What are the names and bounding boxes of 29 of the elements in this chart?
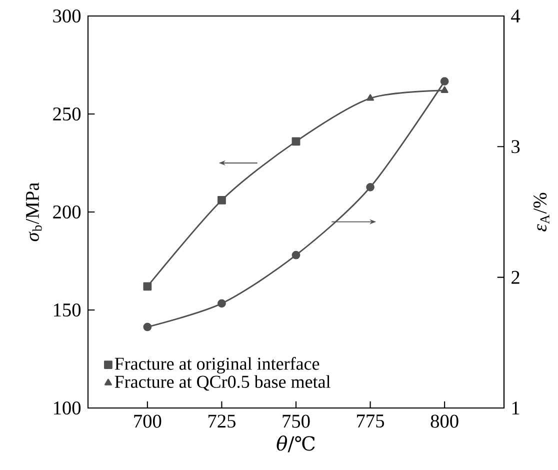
legend-label: Fracture at QCr0.5 base metal	[114, 375, 330, 391]
point	[143, 282, 152, 291]
point	[440, 86, 448, 93]
point	[366, 182, 374, 192]
y2-tick-label: 1	[512, 402, 520, 414]
point	[292, 137, 300, 146]
y-tick-label: 300	[53, 9, 81, 23]
y2-tick-label: 4	[511, 10, 520, 22]
x-axis-title: θ/℃	[276, 436, 315, 452]
y2-tick-label: 2	[512, 270, 520, 284]
x-tick-label: 700	[134, 414, 162, 428]
point	[292, 250, 300, 260]
point	[218, 299, 226, 308]
x-tick-label: 800	[430, 414, 458, 428]
x-tick-label: 750	[282, 414, 310, 428]
y-tick-label: 200	[53, 205, 81, 219]
point	[440, 77, 449, 86]
y-tick-label: 100	[54, 401, 81, 415]
point	[218, 196, 226, 204]
y-tick-label: 250	[53, 107, 81, 121]
x-tick-label: 775	[357, 414, 384, 428]
legend-label: Fracture at original interface	[114, 357, 320, 374]
y-axis-title: σ$_{b}$/MPa	[26, 182, 42, 242]
x-tick-label: 725	[208, 414, 236, 428]
y2-axis-title: ε$_{A}$/%	[534, 192, 550, 232]
point	[143, 322, 152, 332]
point	[366, 94, 374, 101]
y2-tick-label: 3	[512, 140, 520, 154]
y-tick-label: 150	[54, 303, 81, 317]
